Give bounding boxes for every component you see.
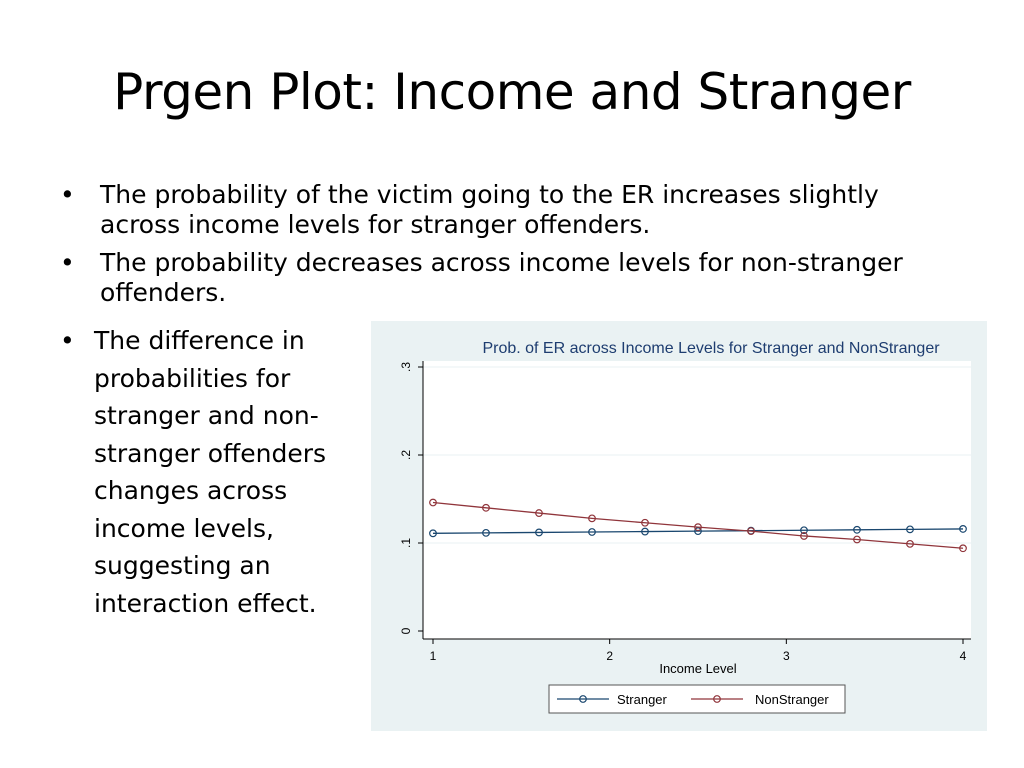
side-bullet-list: The difference in probabilities for stra… [56, 322, 346, 622]
data-point-stranger [641, 527, 649, 536]
plot-area [423, 361, 971, 639]
y-tick-label: .2 [399, 450, 413, 460]
data-point-stranger [694, 527, 702, 536]
data-point-stranger [906, 525, 914, 534]
data-point-nonstranger [482, 503, 490, 512]
y-tick-label: .1 [399, 538, 413, 548]
series-line-nonstranger [432, 501, 964, 549]
data-point-stranger [429, 529, 437, 538]
legend-label: NonStranger [755, 692, 829, 707]
data-point-nonstranger [800, 532, 808, 540]
data-point-nonstranger [535, 509, 543, 517]
bullet-item: The probability of the victim going to t… [56, 180, 936, 240]
data-point-stranger [853, 525, 861, 534]
data-point-stranger [535, 528, 543, 537]
data-point-stranger [800, 526, 808, 535]
legend-key-marker [713, 695, 721, 703]
data-point-nonstranger [694, 523, 702, 532]
line-chart: Prob. of ER across Income Levels for Str… [371, 321, 987, 731]
series-line-stranger [432, 528, 964, 534]
data-point-nonstranger [588, 514, 596, 523]
data-point-nonstranger [853, 535, 861, 544]
chart-container: Prob. of ER across Income Levels for Str… [371, 321, 987, 731]
x-tick-label: 1 [430, 649, 437, 663]
data-point-nonstranger [906, 539, 914, 548]
bullet-item: The probability decreases across income … [56, 248, 936, 308]
bullet-list: The probability of the victim going to t… [56, 180, 936, 316]
y-tick-label: .3 [399, 362, 413, 372]
slide-title: Prgen Plot: Income and Stranger [113, 63, 911, 121]
x-tick-label: 4 [960, 649, 967, 663]
data-point-stranger [482, 528, 490, 537]
side-bullet-item: The difference in probabilities for stra… [56, 322, 346, 622]
data-point-stranger [588, 528, 596, 536]
x-tick-label: 3 [783, 649, 790, 663]
chart-title: Prob. of ER across Income Levels for Str… [482, 340, 940, 357]
data-point-nonstranger [747, 527, 755, 536]
data-point-stranger [959, 525, 967, 533]
legend-key-marker [579, 695, 587, 703]
x-axis-label: Income Level [659, 661, 736, 676]
x-tick-label: 2 [606, 649, 613, 663]
data-point-nonstranger [959, 544, 967, 553]
data-point-nonstranger [429, 498, 437, 507]
data-point-nonstranger [641, 518, 649, 527]
legend-label: Stranger [617, 692, 668, 707]
y-tick-label: 0 [399, 627, 413, 634]
